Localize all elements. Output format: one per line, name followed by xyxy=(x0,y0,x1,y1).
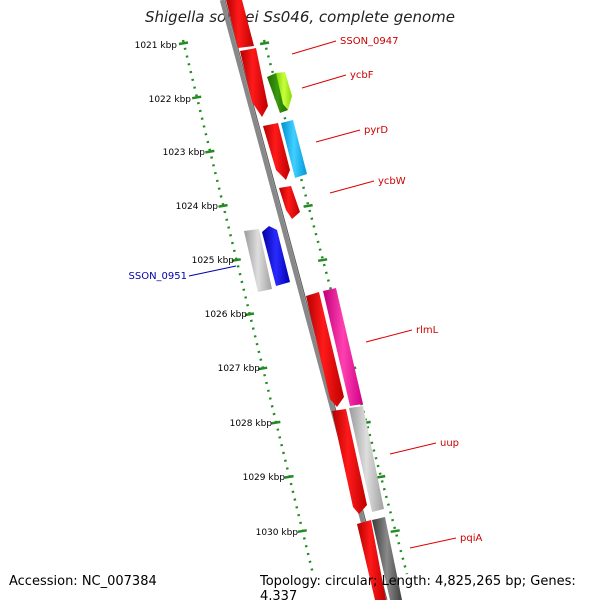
gene-rlmL-red[interactable] xyxy=(306,292,344,407)
gene-callout-lines xyxy=(188,40,457,549)
kbp-tick-mark xyxy=(205,149,215,154)
callout-line-sson0951 xyxy=(188,265,237,277)
kbp-tick-mark xyxy=(191,95,202,100)
callout-line-ycbW xyxy=(329,180,375,194)
left-dotted-axis xyxy=(181,39,315,575)
kbp-tick-mark xyxy=(244,312,255,317)
kbp-label: 1025 kbp xyxy=(192,256,235,266)
gene-ycbF-darkgreen[interactable] xyxy=(267,73,288,113)
left-strand-genes xyxy=(226,0,386,600)
kbp-tick-mark xyxy=(375,474,386,479)
gene-ycbF-lime[interactable] xyxy=(276,72,292,110)
gene-pyrD-cyan[interactable] xyxy=(281,120,307,178)
gene-label-pyrD[interactable]: pyrD xyxy=(364,125,388,136)
genome-title: Shigella sonnei Ss046, complete genome xyxy=(144,8,456,26)
gene-label-ycbW[interactable]: ycbW xyxy=(378,176,406,187)
kbp-tick-mark xyxy=(390,529,400,534)
kbp-label: 1030 kbp xyxy=(256,528,299,538)
callout-line-sson0947 xyxy=(291,40,337,55)
gene-label-uup[interactable]: uup xyxy=(440,438,459,449)
gene-red-3[interactable] xyxy=(279,186,300,219)
kbp-tick-mark xyxy=(303,203,313,208)
kbp-label: 1028 kbp xyxy=(230,419,273,429)
kbp-tick-mark xyxy=(178,41,189,46)
kbp-tick-mark xyxy=(231,258,241,263)
gene-label-sson0947[interactable]: SSON_0947 xyxy=(340,36,399,47)
gene-uup-gray[interactable] xyxy=(349,406,384,512)
gene-sson0951-gray[interactable] xyxy=(244,229,272,292)
kbp-tick-mark xyxy=(317,258,328,263)
kbp-tick-mark xyxy=(271,420,281,425)
kbp-tick-mark xyxy=(259,41,270,46)
accession-text: Accession: NC_007384 xyxy=(9,574,157,589)
kbp-label: 1029 kbp xyxy=(243,473,286,483)
gene-uup-red[interactable] xyxy=(332,409,367,514)
callout-line-uup xyxy=(389,442,437,455)
kbp-label: 1023 kbp xyxy=(163,148,206,158)
kbp-label: 1022 kbp xyxy=(149,95,192,105)
kbp-labels: 1021 kbp 1022 kbp 1023 kbp 1024 kbp 1025… xyxy=(135,41,299,538)
gene-labels: SSON_0947 ycbF pyrD ycbW SSON_0951 rlmL … xyxy=(129,36,483,544)
right-kbp-ticks xyxy=(259,41,400,534)
gene-pqiA-darkgray[interactable] xyxy=(372,517,402,600)
kbp-label: 1027 kbp xyxy=(218,364,261,374)
kbp-tick-mark xyxy=(257,366,268,371)
callout-line-pyrD xyxy=(315,129,361,143)
gene-red-2[interactable] xyxy=(263,123,290,180)
right-strand-genes xyxy=(267,72,402,600)
kbp-tick-mark xyxy=(284,474,294,479)
gene-label-rlmL[interactable]: rlmL xyxy=(416,325,439,336)
gene-pqiA-red[interactable] xyxy=(357,520,386,600)
kbp-label: 1026 kbp xyxy=(205,310,248,320)
gene-ssonx-top[interactable] xyxy=(226,0,254,48)
kbp-tick-mark xyxy=(297,529,307,534)
kbp-label: 1024 kbp xyxy=(176,202,219,212)
kbp-tick-mark xyxy=(218,203,228,208)
gene-sson0951-blue[interactable] xyxy=(262,226,290,286)
gene-rlmL-magenta[interactable] xyxy=(323,288,363,406)
topology-text: Topology: circular; Length: 4,825,265 bp… xyxy=(260,574,576,600)
gene-label-pqiA[interactable]: pqiA xyxy=(460,533,482,544)
callout-line-pqiA xyxy=(409,537,457,549)
gene-label-ycbF[interactable]: ycbF xyxy=(350,70,374,81)
callout-line-ycbF xyxy=(301,74,347,89)
gene-label-sson0951[interactable]: SSON_0951 xyxy=(129,271,188,282)
gene-red-1[interactable] xyxy=(240,48,268,117)
callout-line-rlmL xyxy=(365,329,413,343)
kbp-label: 1021 kbp xyxy=(135,41,178,51)
left-kbp-ticks xyxy=(178,41,307,534)
